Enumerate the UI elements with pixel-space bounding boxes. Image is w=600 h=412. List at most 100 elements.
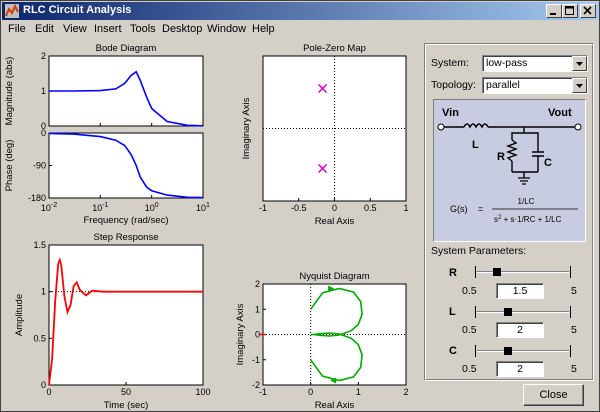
close-button[interactable]: Close: [523, 384, 584, 406]
topology-select-value: parallel: [486, 79, 520, 91]
nyquist-arrow-icon: [328, 285, 335, 292]
nyquist-xtick: -1: [259, 387, 267, 397]
system-dropdown-button[interactable]: [572, 56, 587, 71]
pz-xtick: 0.5: [364, 203, 377, 213]
close-icon: [583, 6, 592, 15]
resistor-icon: [506, 139, 518, 162]
pz-xtick: -1: [259, 203, 267, 213]
menu-tools[interactable]: Tools: [130, 23, 156, 35]
bode-series-0: [49, 70, 204, 127]
slider-thumb[interactable]: [493, 268, 502, 276]
nyquist-xtick: 2: [403, 387, 408, 397]
menu-desktop[interactable]: Desktop: [162, 23, 203, 35]
param-l-input[interactable]: 2: [496, 322, 544, 338]
bode-series-1: [48, 132, 204, 199]
minimize-button[interactable]: [546, 4, 562, 18]
circuit-diagram: Vin Vout L R C G(s) =: [433, 99, 586, 242]
slider-thumb[interactable]: [503, 308, 512, 316]
system-label: System:: [431, 57, 469, 69]
maximize-button[interactable]: [562, 4, 578, 18]
tf-numerator: 1/LC: [518, 197, 535, 206]
system-select-value: low-pass: [486, 57, 528, 69]
pz-xtick: -0.5: [291, 203, 307, 213]
topology-label: Topology:: [431, 79, 476, 91]
step-ylabel: Amplitude: [14, 294, 25, 336]
resistor-label: R: [497, 151, 505, 163]
bode-xtick: 10-1: [92, 202, 108, 213]
title-bar[interactable]: RLC Circuit Analysis: [2, 2, 599, 20]
plots-canvas: Bode Diagram 0 1 2 Magnitude (abs) 0 -90 -180 Ph…: [4, 43, 409, 411]
param-l-min: 0.5: [462, 324, 477, 336]
nyquist-arrow-icon: [330, 377, 337, 384]
vin-terminal: [437, 123, 445, 131]
param-l-label: L: [449, 306, 456, 318]
vin-label: Vin: [442, 107, 459, 119]
param-r-min: 0.5: [462, 285, 477, 297]
menu-bar: File Edit View Insert Tools Desktop Wind…: [2, 20, 599, 40]
bode-xtick: 10-2: [41, 202, 57, 213]
bode-ytick: 0: [41, 128, 46, 138]
topology-select[interactable]: parallel: [482, 77, 588, 94]
pz-ylabel: Imaginary Axis: [241, 97, 252, 159]
param-l-max: 5: [571, 324, 577, 336]
bode-ytick: 0: [41, 121, 46, 131]
step-xtick: 50: [121, 387, 131, 397]
nyquist-ytick: -2: [252, 380, 260, 390]
step-xtick: 100: [195, 387, 210, 397]
step-xtick: 0: [46, 387, 51, 397]
pz-xtick: 1: [403, 203, 408, 213]
step-ytick: 1.5: [33, 240, 46, 250]
nyquist-series: [310, 287, 363, 382]
nyquist-xtick: 0: [308, 387, 313, 397]
nyquist-xtick: 1: [356, 387, 361, 397]
step-series: [48, 257, 203, 386]
inductor-label: L: [472, 139, 479, 151]
tf-denominator: s2 + s·1/RC + 1/LC: [494, 215, 562, 224]
param-r-max: 5: [571, 285, 577, 297]
plot-area: Bode Diagram 0 1 2 Magnitude (abs) 0 -90 -180 Ph…: [2, 41, 422, 411]
menu-file[interactable]: File: [8, 23, 26, 35]
step-xlabel: Time (sec): [104, 400, 149, 411]
window-title: RLC Circuit Analysis: [23, 4, 132, 16]
menu-window[interactable]: Window: [207, 23, 247, 35]
menu-help[interactable]: Help: [252, 23, 275, 35]
close-window-button[interactable]: [580, 4, 596, 18]
bode-xlabel: Frequency (rad/sec): [83, 215, 168, 226]
nyquist-ytick: 1: [255, 304, 260, 314]
pz-xlabel: Real Axis: [315, 216, 355, 227]
menu-edit[interactable]: Edit: [35, 23, 54, 35]
system-select[interactable]: low-pass: [482, 55, 588, 72]
param-r-input[interactable]: 1.5: [496, 283, 544, 299]
minimize-icon: [550, 13, 556, 15]
inductor-icon: [463, 123, 489, 129]
pz-xtick: 0: [332, 203, 337, 213]
bode-axes-1: [48, 132, 204, 199]
bode-ylabel-0: Magnitude (abs): [4, 57, 15, 126]
param-l-slider[interactable]: [473, 306, 573, 318]
param-r-slider[interactable]: [473, 266, 573, 278]
equals-sign: =: [478, 204, 483, 214]
slider-thumb[interactable]: [503, 347, 512, 355]
step-ytick: 0.5: [33, 333, 46, 343]
bode-ytick: 2: [41, 51, 46, 61]
nyquist-axes: [262, 283, 407, 386]
pz-title: Pole-Zero Map: [303, 43, 366, 54]
step-ytick: 1: [41, 287, 46, 297]
pole-marker: [318, 83, 328, 94]
step-ytick: 0: [41, 380, 46, 390]
param-c-label: C: [449, 345, 457, 357]
capacitor-label: C: [544, 157, 552, 169]
menu-insert[interactable]: Insert: [94, 23, 122, 35]
nyquist-xlabel: Real Axis: [315, 400, 355, 411]
bode-ytick: -90: [33, 161, 46, 171]
param-c-input[interactable]: 2: [496, 361, 544, 377]
param-c-slider[interactable]: [473, 345, 573, 357]
nyquist-ylabel: Imaginary Axis: [235, 303, 246, 365]
topology-dropdown-button[interactable]: [572, 78, 587, 93]
menu-view[interactable]: View: [63, 23, 87, 35]
matlab-figure-icon: [5, 4, 19, 18]
bode-ytick: 1: [41, 86, 46, 96]
control-panel: System: low-pass Topology: parallel Vin …: [424, 43, 594, 381]
chevron-down-icon: [576, 62, 583, 66]
